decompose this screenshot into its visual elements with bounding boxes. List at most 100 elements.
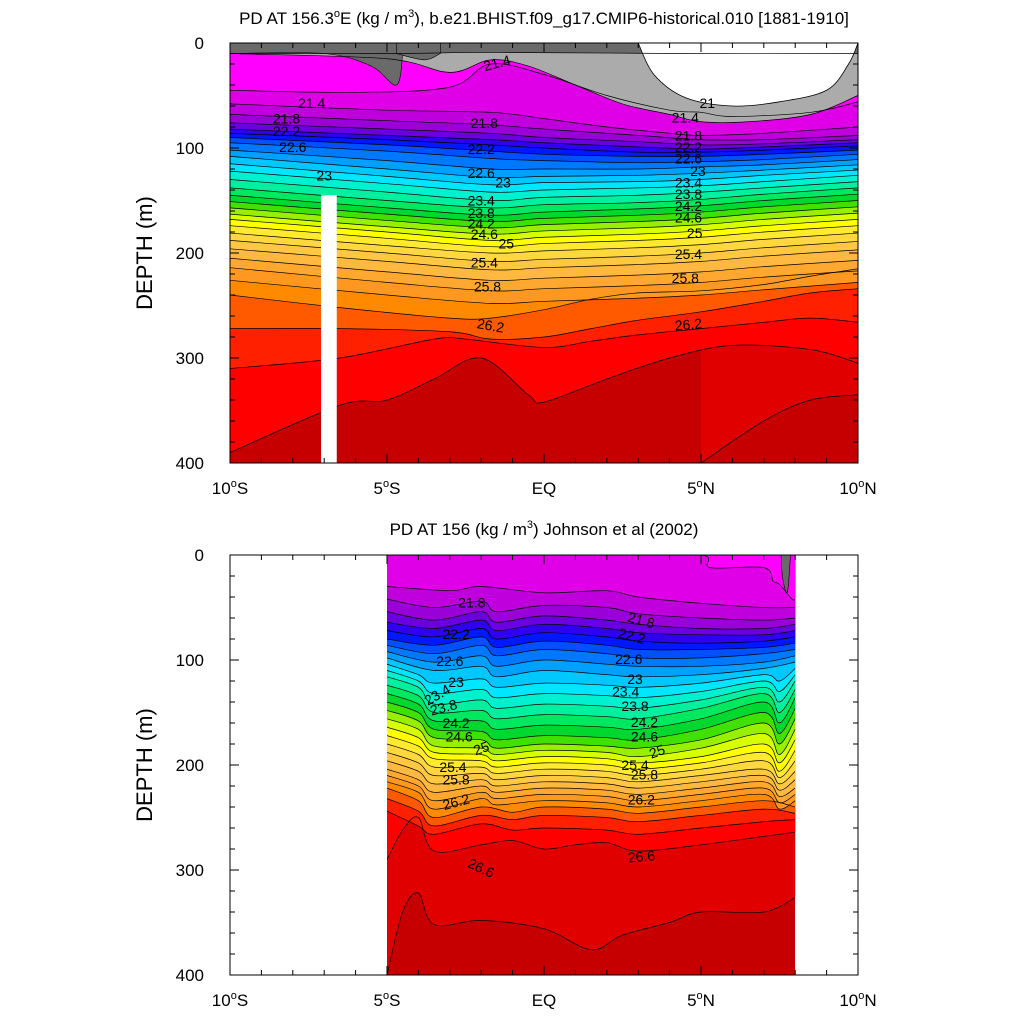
contour-line-17 bbox=[387, 701, 796, 741]
chart-title: PD AT 156.3oE (kg / m3), b.e21.BHIST.f09… bbox=[239, 8, 849, 28]
contour-label: 23.8 bbox=[428, 696, 459, 719]
contour-line-5 bbox=[230, 114, 858, 141]
contour-line-6 bbox=[230, 122, 858, 146]
contour-label: 24.2 bbox=[675, 198, 702, 214]
contour-label: 23 bbox=[690, 163, 706, 179]
contour-label: 24.6 bbox=[446, 729, 473, 745]
contour-label: 23 bbox=[316, 167, 332, 183]
contour-label: 22.6 bbox=[675, 151, 702, 167]
contour-line-7 bbox=[230, 128, 858, 150]
contour-line-1 bbox=[230, 52, 858, 54]
x-tick-label: 5oS bbox=[374, 478, 401, 498]
contour-line-16 bbox=[230, 187, 858, 209]
contour-label: 23.8 bbox=[621, 698, 648, 714]
contour-line-17 bbox=[230, 193, 858, 216]
y-axis-label: DEPTH (m) bbox=[132, 708, 157, 822]
contour-line-26 bbox=[230, 257, 858, 281]
contour-line-5 bbox=[387, 611, 796, 630]
x-tick-label: 10oS bbox=[212, 478, 248, 498]
axis-ticks bbox=[229, 554, 859, 976]
contour-band-2 bbox=[387, 555, 796, 601]
contour-label: 23 bbox=[448, 674, 464, 690]
contour-label: 26.2 bbox=[628, 792, 655, 808]
contour-line-28 bbox=[387, 787, 796, 818]
contour-line-15 bbox=[230, 179, 858, 202]
contour-line-4 bbox=[387, 598, 796, 621]
panel-1: 21.421.421.822.222.62321.822.222.62323.4… bbox=[132, 8, 877, 498]
contour-label: 22.6 bbox=[279, 139, 306, 155]
contour-label: 26.2 bbox=[476, 315, 506, 336]
x-tick-label: 10oS bbox=[212, 990, 248, 1010]
y-tick-label: 0 bbox=[195, 34, 204, 53]
axis-ticks bbox=[229, 42, 859, 464]
contour-line-6 bbox=[387, 619, 796, 636]
contour-label: 22.2 bbox=[468, 141, 495, 157]
contour-line-20 bbox=[387, 726, 796, 764]
land-mask bbox=[321, 195, 337, 463]
contour-line-18 bbox=[387, 710, 796, 749]
contour-label: 25 bbox=[471, 738, 491, 758]
contour-label: 26.6 bbox=[627, 847, 656, 865]
contour-line-13 bbox=[230, 163, 858, 186]
contour-label: 21.8 bbox=[675, 127, 702, 143]
contour-line-32 bbox=[387, 892, 796, 975]
contour-line-10 bbox=[230, 142, 858, 164]
contour-label: 21.8 bbox=[471, 115, 498, 131]
contour-label: 25 bbox=[499, 236, 515, 252]
x-tick-label: EQ bbox=[532, 991, 557, 1010]
contour-line-28 bbox=[230, 279, 858, 304]
contour-line-19 bbox=[387, 718, 796, 758]
chart-title: PD AT 156 (kg / m3) Johnson et al (2002) bbox=[390, 519, 699, 539]
contour-line-24 bbox=[230, 240, 858, 262]
contour-line-31 bbox=[387, 816, 796, 860]
y-tick-label: 200 bbox=[176, 756, 204, 775]
contour-label: 25.4 bbox=[675, 246, 702, 262]
contour-label: 23.4 bbox=[612, 684, 639, 700]
y-tick-label: 400 bbox=[176, 454, 204, 473]
contour-label: 24.2 bbox=[468, 216, 495, 232]
x-tick-label: 10oN bbox=[839, 478, 876, 498]
contour-label: 26.2 bbox=[441, 790, 472, 813]
contour-line-22 bbox=[230, 225, 858, 248]
y-tick-label: 200 bbox=[176, 244, 204, 263]
contour-label: 25 bbox=[687, 225, 703, 241]
contour-line-11 bbox=[387, 657, 796, 678]
x-tick-label: EQ bbox=[532, 479, 557, 498]
contour-band-3 bbox=[387, 555, 796, 608]
contour-line-31 bbox=[230, 317, 858, 369]
y-tick-label: 100 bbox=[176, 651, 204, 670]
contour-label: 25.4 bbox=[621, 757, 648, 773]
contour-line-22 bbox=[387, 743, 796, 778]
contour-line-27 bbox=[387, 781, 796, 810]
contour-line-30 bbox=[230, 288, 858, 340]
contour-line-30 bbox=[387, 810, 796, 835]
contour-label: 25.8 bbox=[631, 766, 658, 782]
contour-label: 24.2 bbox=[631, 714, 658, 730]
contour-line-21 bbox=[230, 219, 858, 241]
contour-label: 22.6 bbox=[436, 653, 463, 669]
contour-label: 21.4 bbox=[672, 110, 699, 126]
contour-label: 25.8 bbox=[672, 270, 699, 286]
contour-line-25 bbox=[230, 248, 858, 271]
contour-line-9 bbox=[387, 644, 796, 659]
contour-line-4 bbox=[230, 103, 858, 136]
contour-label: 23 bbox=[495, 175, 511, 191]
contour-line-14 bbox=[387, 676, 796, 709]
contour-label: 24.6 bbox=[631, 729, 658, 745]
contour-line-12 bbox=[387, 663, 796, 688]
contour-label: 25.8 bbox=[442, 772, 469, 788]
contour-line-8 bbox=[387, 636, 796, 651]
contour-line-13 bbox=[387, 670, 796, 699]
contour-line-9 bbox=[230, 137, 858, 158]
contour-label: 23.8 bbox=[675, 186, 702, 202]
contour-line-12 bbox=[230, 156, 858, 179]
contour-line-29 bbox=[230, 268, 858, 320]
contour-label: 23 bbox=[627, 671, 643, 687]
contour-label: 25.4 bbox=[471, 254, 498, 270]
y-tick-label: 100 bbox=[176, 139, 204, 158]
contour-line-8 bbox=[230, 132, 858, 153]
contour-label: 26.2 bbox=[674, 315, 703, 333]
contour-band-dark-2 bbox=[396, 43, 441, 61]
contour-label: 24.2 bbox=[442, 715, 469, 731]
contour-label: 25.4 bbox=[439, 759, 466, 775]
